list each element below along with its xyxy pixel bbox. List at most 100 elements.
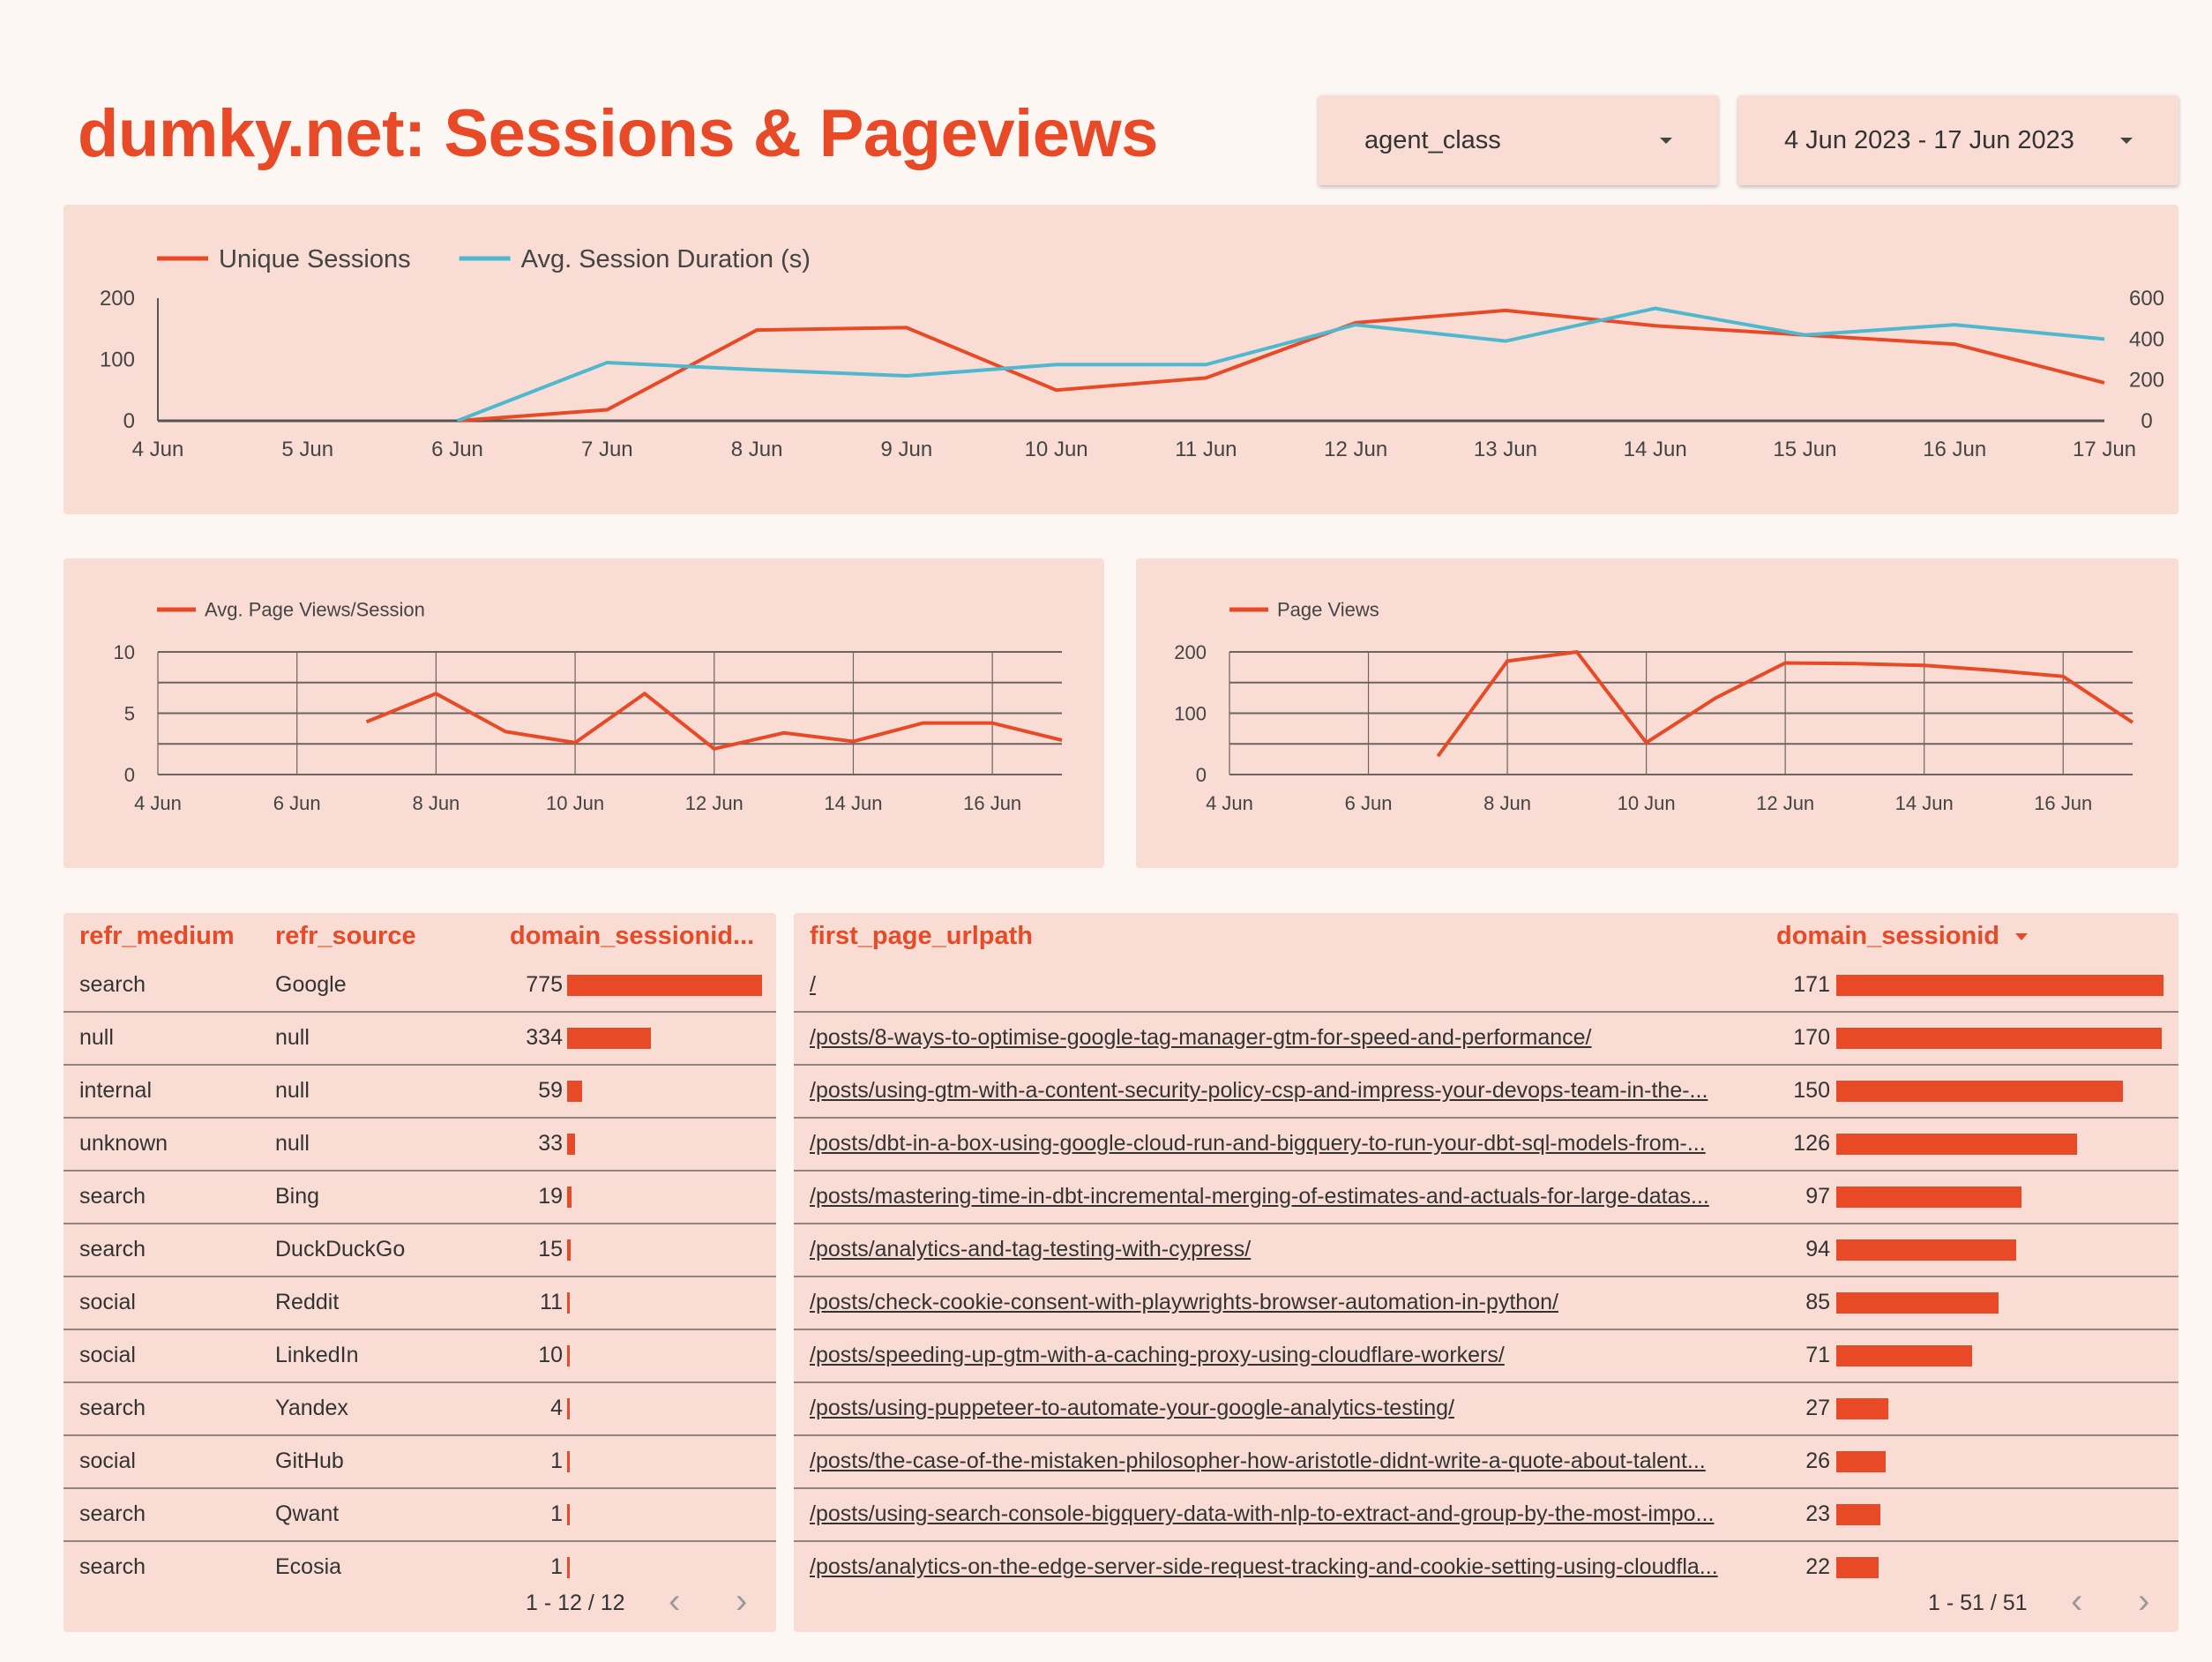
agent-class-filter-label: agent_class (1364, 125, 1501, 154)
y-right-tick-label: 0 (2141, 409, 2152, 433)
column-header-domain-sessionid[interactable]: domain_sessionid... (510, 922, 755, 950)
caret-down-icon (2120, 138, 2133, 144)
column-header-domain-sessionid[interactable]: domain_sessionid (1776, 922, 2029, 951)
session-count-bar (567, 1239, 572, 1261)
date-range-picker[interactable]: 4 Jun 2023 - 17 Jun 2023 (1738, 95, 2178, 185)
prev-page-button[interactable]: ‹ (2071, 1582, 2083, 1621)
cell-session-count: 775 (526, 972, 563, 997)
x-tick-label: 10 Jun (546, 792, 604, 814)
landing-page-link[interactable]: /posts/analytics-and-tag-testing-with-cy… (810, 1237, 1252, 1261)
cell-refr-source: GitHub (275, 1449, 344, 1473)
cell-refr-medium: search (79, 1184, 146, 1209)
pagination-status: 1 - 12 / 12 (526, 1591, 625, 1615)
landing-page-table: first_page_urlpath domain_sessionid / 171/p… (794, 913, 2178, 1632)
cell-session-count: 22 (1805, 1554, 1830, 1579)
session-count-bar (567, 1028, 652, 1049)
cell-session-count: 170 (1793, 1025, 1830, 1050)
cell-refr-source: LinkedIn (275, 1343, 359, 1367)
legend-label[interactable]: Avg. Session Duration (s) (521, 245, 811, 273)
cell-refr-medium: social (79, 1290, 136, 1314)
session-count-bar (567, 1451, 570, 1472)
x-tick-label: 14 Jun (1895, 792, 1954, 814)
session-count-bar (1836, 1557, 1879, 1578)
next-page-button[interactable]: › (2138, 1582, 2150, 1621)
row-divider (64, 1381, 776, 1383)
landing-page-link[interactable]: /posts/using-search-console-bigquery-dat… (810, 1501, 1715, 1526)
series-line-0 (457, 308, 2105, 423)
row-divider (794, 1011, 2178, 1013)
agent-class-filter[interactable]: agent_class (1319, 95, 1718, 185)
cell-session-count: 94 (1805, 1237, 1830, 1261)
cell-session-count: 19 (538, 1184, 563, 1209)
cell-session-count: 1 (550, 1554, 563, 1579)
cell-session-count: 1 (550, 1449, 563, 1473)
cell-refr-source: null (275, 1025, 310, 1050)
session-count-bar (1836, 1028, 2162, 1049)
x-tick-label: 15 Jun (1773, 438, 1836, 461)
session-count-bar (567, 1081, 582, 1102)
y-tick-label: 10 (114, 641, 135, 663)
cell-refr-medium: null (79, 1025, 114, 1050)
legend-label[interactable]: Page Views (1277, 599, 1379, 621)
cell-session-count: 26 (1805, 1449, 1830, 1473)
cell-session-count: 59 (538, 1078, 563, 1103)
cell-refr-source: Yandex (275, 1396, 348, 1420)
prev-page-button[interactable]: ‹ (669, 1582, 681, 1621)
x-tick-label: 10 Jun (1618, 792, 1676, 814)
cell-session-count: 334 (526, 1025, 563, 1050)
x-tick-label: 13 Jun (1474, 438, 1537, 461)
session-count-bar (567, 1557, 570, 1578)
row-divider (794, 1064, 2178, 1066)
row-divider (64, 1276, 776, 1277)
landing-page-link[interactable]: /posts/using-gtm-with-a-content-security… (810, 1078, 1708, 1103)
legend-label[interactable]: Unique Sessions (219, 245, 411, 273)
landing-page-link[interactable]: /posts/mastering-time-in-dbt-incremental… (810, 1184, 1709, 1209)
legend-label[interactable]: Avg. Page Views/Session (205, 599, 425, 621)
row-divider (64, 1117, 776, 1119)
landing-page-link[interactable]: /posts/the-case-of-the-mistaken-philosop… (810, 1449, 1706, 1473)
y-right-tick-label: 200 (2129, 369, 2164, 393)
x-tick-label: 10 Jun (1025, 438, 1088, 461)
x-tick-label: 12 Jun (685, 792, 744, 814)
x-tick-label: 8 Jun (731, 438, 783, 461)
x-tick-label: 12 Jun (1324, 438, 1387, 461)
x-tick-label: 8 Jun (1483, 792, 1531, 814)
session-count-bar (567, 1504, 570, 1525)
column-header-refr-source[interactable]: refr_source (275, 922, 416, 950)
landing-page-link[interactable]: /posts/8-ways-to-optimise-google-tag-man… (810, 1025, 1592, 1050)
row-divider (794, 1540, 2178, 1542)
next-page-button[interactable]: › (736, 1582, 748, 1621)
cell-refr-medium: internal (79, 1078, 152, 1103)
landing-page-link[interactable]: /posts/check-cookie-consent-with-playwri… (810, 1290, 1558, 1314)
row-divider (794, 1117, 2178, 1119)
row-divider (794, 1276, 2178, 1277)
session-count-bar (1836, 1239, 2016, 1261)
x-tick-label: 12 Jun (1756, 792, 1814, 814)
y-right-tick-label: 400 (2129, 327, 2164, 351)
column-header-first-page-urlpath[interactable]: first_page_urlpath (810, 922, 1033, 950)
session-count-bar (567, 1292, 571, 1314)
x-tick-label: 11 Jun (1175, 438, 1237, 461)
cell-refr-medium: social (79, 1449, 136, 1473)
session-count-bar (1836, 1134, 2078, 1155)
column-header-refr-medium[interactable]: refr_medium (79, 922, 235, 950)
row-divider (794, 1329, 2178, 1330)
x-tick-label: 7 Jun (581, 438, 633, 461)
landing-page-link[interactable]: /posts/speeding-up-gtm-with-a-caching-pr… (810, 1343, 1505, 1367)
sort-desc-icon[interactable] (2015, 933, 2029, 941)
cell-refr-source: null (275, 1078, 310, 1103)
cell-session-count: 27 (1805, 1396, 1830, 1420)
session-count-bar (1836, 1081, 2124, 1102)
session-count-bar (1836, 1187, 2022, 1208)
cell-refr-medium: search (79, 1237, 146, 1261)
cell-session-count: 33 (538, 1131, 563, 1156)
row-divider (64, 1540, 776, 1542)
landing-page-link[interactable]: /posts/dbt-in-a-box-using-google-cloud-r… (810, 1131, 1706, 1156)
landing-page-link[interactable]: /posts/analytics-on-the-edge-server-side… (810, 1554, 1718, 1579)
cell-refr-source: Bing (275, 1184, 320, 1209)
landing-page-link[interactable]: / (810, 972, 816, 997)
landing-page-link[interactable]: /posts/using-puppeteer-to-automate-your-… (810, 1396, 1454, 1420)
cell-refr-source: DuckDuckGo (275, 1237, 406, 1261)
x-tick-label: 6 Jun (431, 438, 483, 461)
